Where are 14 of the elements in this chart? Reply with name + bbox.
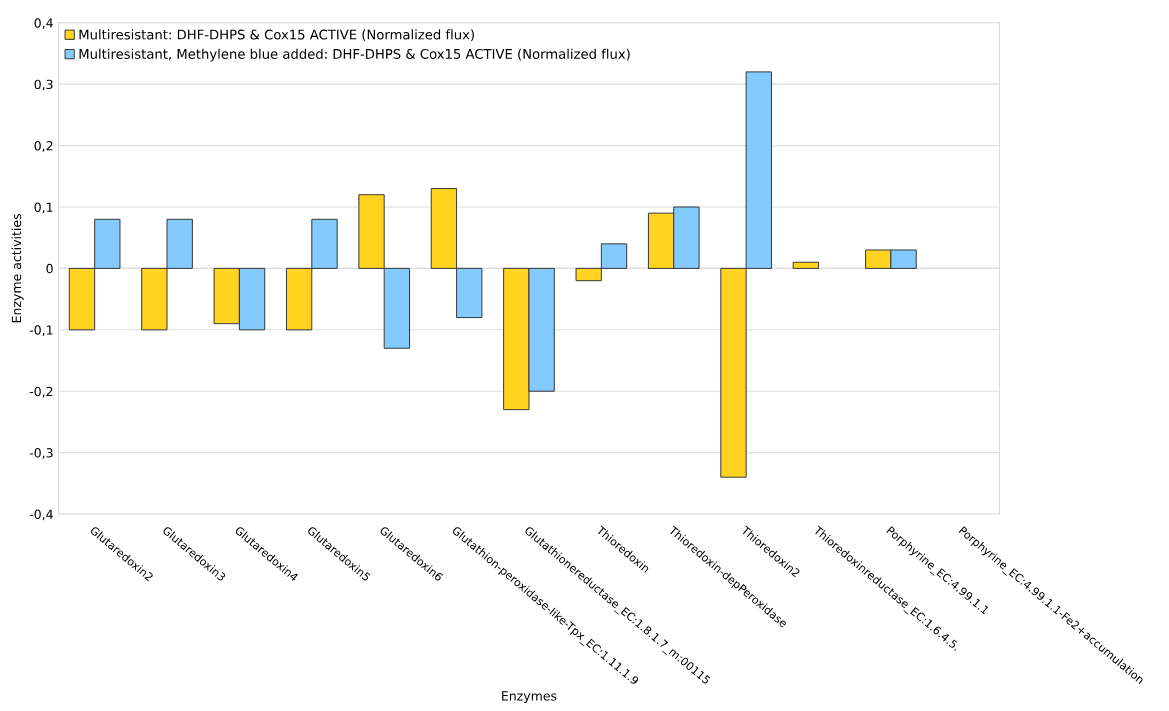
y-tick-label: -0,3 [29, 448, 53, 459]
y-tick-label: 0,4 [34, 18, 53, 29]
y-axis-title: Enzyme activities [11, 214, 24, 323]
bar [792, 261, 820, 269]
legend-label: Multiresistant, Methylene blue added: DHF-DHPS & Cox15 ACTIVE (Normalized flux) [79, 48, 630, 62]
y-tick-label: -0,4 [29, 509, 53, 521]
x-axis-title: Enzymes [502, 691, 557, 704]
y-tick-label: -0,2 [29, 386, 53, 398]
legend-label: Multiresistant: DHF-DHPS & Cox15 ACTIVE (Normalized flux) [79, 29, 474, 42]
y-tick-label: -0,1 [29, 325, 53, 337]
y-tick-label: 0,1 [34, 202, 53, 214]
y-tick-label: 0,3 [34, 79, 53, 91]
y-tick-label: 0 [46, 263, 53, 274]
y-tick-label: 0,2 [34, 141, 53, 152]
